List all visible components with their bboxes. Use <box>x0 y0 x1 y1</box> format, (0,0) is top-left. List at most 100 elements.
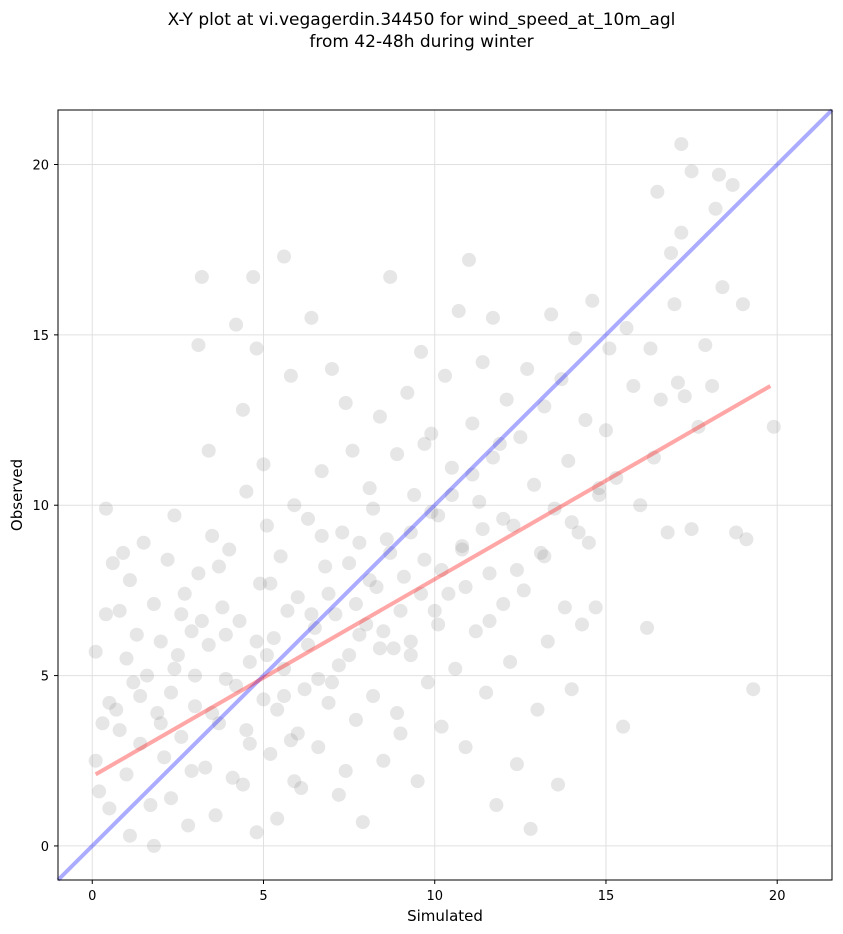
data-point <box>554 372 569 387</box>
data-point <box>167 508 182 523</box>
data-point <box>242 736 257 751</box>
data-point <box>324 361 339 376</box>
data-point <box>338 763 353 778</box>
data-point <box>352 627 367 642</box>
data-point <box>633 498 648 513</box>
data-point <box>112 723 127 738</box>
identity-line <box>56 108 834 882</box>
data-point <box>547 501 562 516</box>
data-point <box>263 576 278 591</box>
data-point <box>509 562 524 577</box>
data-point <box>674 137 689 152</box>
data-point <box>592 488 607 502</box>
data-point <box>143 798 158 813</box>
data-point <box>119 767 134 782</box>
data-point <box>229 678 244 693</box>
x-tick-label: 20 <box>769 889 786 904</box>
data-point <box>201 443 216 458</box>
x-tick-label: 5 <box>259 889 267 904</box>
data-point <box>246 269 261 284</box>
data-point <box>492 436 507 451</box>
data-point <box>198 760 213 775</box>
data-point <box>301 637 316 652</box>
data-point <box>259 648 274 663</box>
fit-line <box>94 384 772 777</box>
data-point <box>187 699 202 714</box>
data-point <box>568 331 583 346</box>
chart-title-line-2: from 42-48h during winter <box>309 32 534 52</box>
data-point <box>98 501 113 516</box>
data-point <box>211 559 226 574</box>
data-point <box>157 750 172 765</box>
data-point <box>133 736 148 751</box>
data-point <box>725 177 740 192</box>
data-point <box>561 453 576 468</box>
data-point <box>208 808 223 823</box>
data-point <box>225 770 240 785</box>
data-point <box>503 654 518 669</box>
data-point <box>705 378 720 393</box>
x-tick-label: 10 <box>426 889 443 904</box>
data-point <box>475 522 490 537</box>
data-point <box>431 508 446 523</box>
reference-lines <box>56 108 834 882</box>
data-point <box>684 164 699 179</box>
data-point <box>523 821 538 836</box>
x-axis-label: Simulated <box>407 907 483 925</box>
data-point <box>150 706 165 721</box>
data-point <box>684 522 699 537</box>
data-point <box>283 733 298 748</box>
data-point <box>194 614 209 629</box>
data-point <box>533 545 548 560</box>
data-point <box>677 389 692 404</box>
data-point <box>444 460 459 475</box>
data-point <box>355 815 370 830</box>
data-point <box>670 375 685 390</box>
data-point <box>345 443 360 458</box>
data-point <box>352 535 367 550</box>
data-point <box>513 430 528 445</box>
data-point <box>414 586 429 601</box>
data-point <box>410 774 425 789</box>
data-point <box>280 603 295 618</box>
data-point <box>318 559 333 574</box>
data-point <box>270 702 285 717</box>
data-point <box>448 661 463 676</box>
data-point <box>362 573 377 588</box>
y-tick-label: 15 <box>32 329 49 344</box>
y-axis-label: Observed <box>8 459 26 531</box>
chart-title-line-1: X-Y plot at vi.vegagerdin.34450 for wind… <box>167 10 676 30</box>
data-point <box>348 712 363 727</box>
data-point <box>557 600 572 615</box>
data-point <box>119 651 134 666</box>
data-point <box>129 627 144 642</box>
data-point <box>417 552 432 567</box>
scatter-points <box>88 137 781 853</box>
data-point <box>239 484 254 499</box>
data-point <box>417 436 432 451</box>
data-point <box>266 631 281 646</box>
data-point <box>485 310 500 325</box>
data-point <box>342 648 357 663</box>
data-point <box>307 620 322 635</box>
data-point <box>441 586 456 601</box>
data-point <box>311 740 326 755</box>
data-point <box>88 644 103 659</box>
data-point <box>414 344 429 359</box>
data-point <box>739 532 754 547</box>
data-point <box>314 528 329 543</box>
data-point <box>311 671 326 686</box>
data-point <box>184 763 199 778</box>
data-point <box>256 692 271 707</box>
data-point <box>153 716 168 731</box>
data-point <box>239 723 254 738</box>
data-point <box>376 624 391 639</box>
y-tick-label: 20 <box>32 159 49 174</box>
data-point <box>170 648 185 663</box>
data-point <box>393 603 408 618</box>
data-point <box>287 498 302 513</box>
data-point <box>338 396 353 411</box>
data-point <box>116 545 131 560</box>
data-point <box>444 488 459 502</box>
